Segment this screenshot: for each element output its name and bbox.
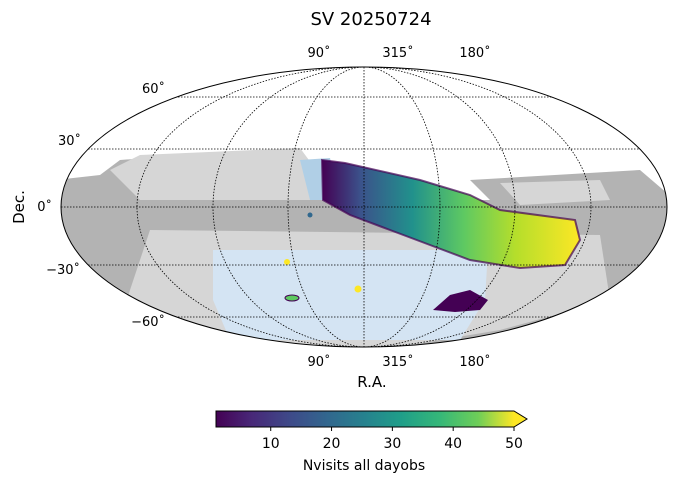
colorbar-fill bbox=[216, 411, 514, 427]
dec-tick-label: 30˚ bbox=[58, 133, 81, 149]
colorbar-tick-label: 30 bbox=[383, 436, 401, 452]
footprint-light-north bbox=[110, 148, 320, 200]
colorbar-outline bbox=[215, 410, 528, 428]
chart-title: SV 20250724 bbox=[310, 9, 431, 30]
ra-tick-label: 315˚ bbox=[382, 45, 413, 61]
footprint-light-right bbox=[500, 180, 610, 205]
y-axis-label: Dec. bbox=[10, 190, 28, 224]
dec-tick-label: −30˚ bbox=[46, 262, 80, 278]
field-blob-2 bbox=[354, 285, 362, 293]
ra-tick-label: 180˚ bbox=[459, 354, 490, 370]
colorbar-extend-arrow bbox=[514, 411, 527, 427]
dec-tick-label: 60˚ bbox=[142, 81, 165, 97]
ra-tick-labels-top: 90˚ 315˚ 180˚ bbox=[307, 45, 490, 61]
survey-band bbox=[322, 160, 580, 268]
dec-tick-label: 0˚ bbox=[37, 199, 52, 215]
region-blue-field bbox=[213, 250, 488, 340]
ra-tick-label: 90˚ bbox=[307, 354, 330, 370]
colorbar-ticks: 10 20 30 40 50 bbox=[262, 427, 523, 452]
colorbar-tick-label: 50 bbox=[505, 436, 523, 452]
field-blob-1 bbox=[284, 259, 290, 265]
purple-patch bbox=[433, 290, 488, 312]
field-blob-3 bbox=[284, 294, 300, 302]
ra-tick-label: 180˚ bbox=[459, 45, 490, 61]
field-blob-4 bbox=[307, 212, 313, 218]
map-boundary bbox=[60, 66, 668, 348]
ra-tick-label: 315˚ bbox=[382, 354, 413, 370]
colorbar: 10 20 30 40 50 Nvisits all dayobs bbox=[215, 410, 528, 474]
colorbar-label: Nvisits all dayobs bbox=[303, 458, 425, 474]
colorbar-tick-label: 40 bbox=[444, 436, 462, 452]
dec-tick-label: −60˚ bbox=[131, 314, 165, 330]
colorbar-tick-label: 10 bbox=[262, 436, 280, 452]
x-axis-label: R.A. bbox=[357, 373, 386, 391]
ra-tick-label: 90˚ bbox=[307, 45, 330, 61]
dec-tick-labels: 60˚ 30˚ 0˚ −30˚ −60˚ bbox=[37, 81, 165, 330]
ra-tick-labels-bottom: 90˚ 315˚ 180˚ bbox=[307, 354, 490, 370]
colorbar-tick-label: 20 bbox=[323, 436, 341, 452]
